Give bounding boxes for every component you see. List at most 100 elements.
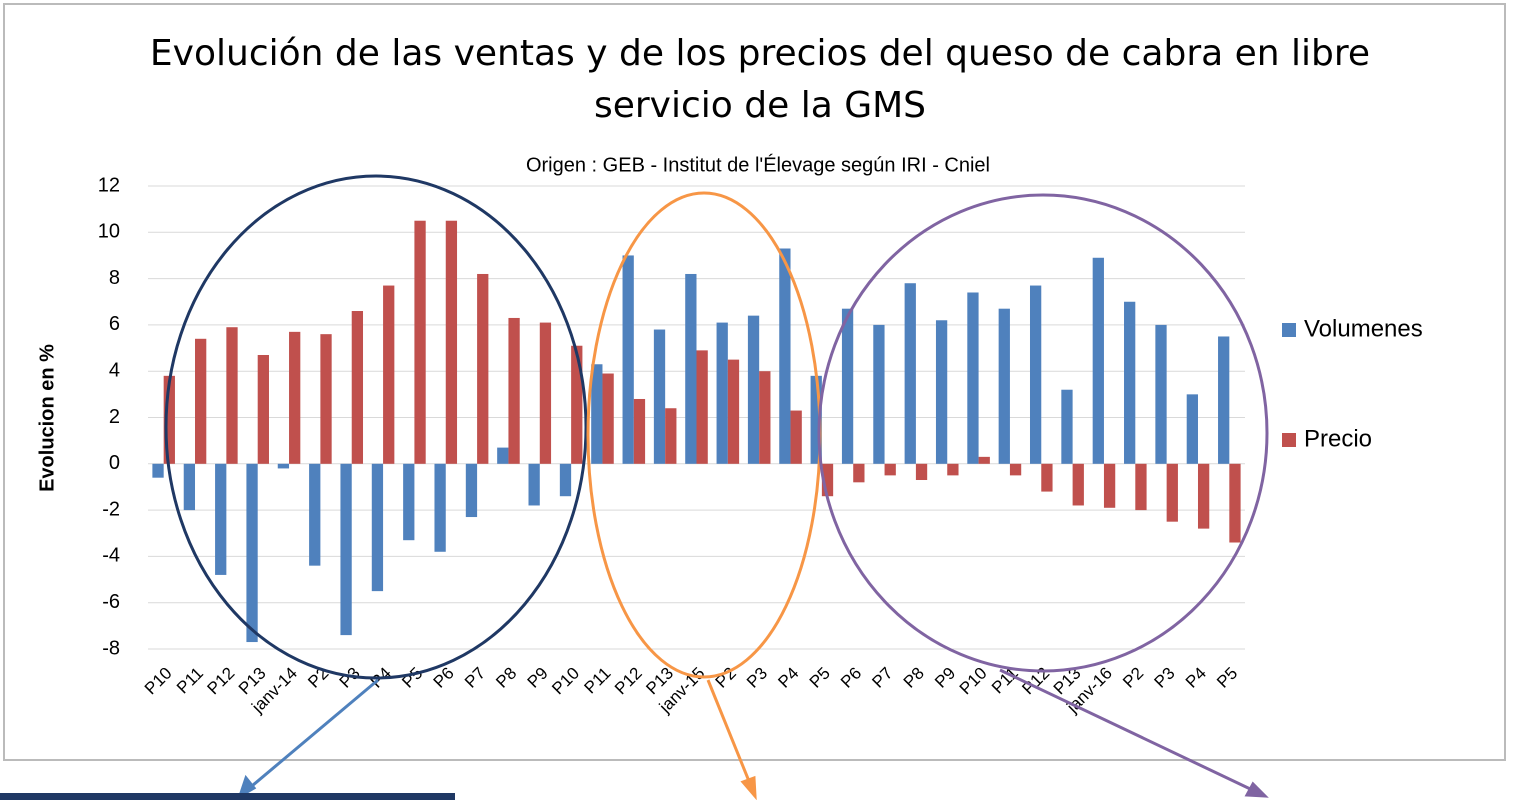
bar [1197,463,1210,529]
bar [163,375,175,464]
x-tick-label: P6 [837,664,865,692]
bar [747,315,760,464]
y-tick-label: -6 [102,591,120,613]
x-tick-label: P3 [743,664,771,692]
bar [790,410,802,464]
bar [403,463,415,541]
bar [841,308,854,464]
arrow-middle [706,679,757,797]
arrowhead-right [1244,781,1269,798]
bar [195,338,207,464]
bar [497,447,509,464]
x-tick-label: P5 [806,664,834,692]
bar [1072,463,1084,506]
bar [853,463,865,483]
y-tick-label: -4 [102,545,120,567]
bar [1155,324,1167,464]
bar [528,463,540,506]
x-tick-label: P9 [931,664,959,692]
bar [665,408,677,464]
x-tick-label: P9 [524,664,552,692]
x-tick-label: P10 [141,664,176,699]
bar [1229,463,1241,543]
ellipse-right [817,193,1269,673]
arrowhead-left [237,774,257,800]
bar [904,283,916,464]
bar [246,463,258,643]
bar [759,371,771,464]
bar [215,463,227,575]
bar [602,373,614,464]
bar [351,311,364,464]
bar [289,331,301,464]
bar [445,220,458,464]
x-tick-label: P5 [398,664,426,692]
bar [465,463,478,518]
bar [477,273,489,464]
x-tick-label: P8 [492,664,520,692]
bar [571,345,583,464]
x-tick-label: P11 [173,664,207,698]
bar [1124,301,1136,464]
y-tick-label: 10 [98,221,120,243]
y-tick-label: 12 [98,174,120,196]
bar [257,354,269,464]
x-tick-label: P12 [611,664,646,699]
bar [383,285,395,464]
x-tick-label: P7 [461,664,489,692]
bar [371,463,384,592]
y-axis-label: Evolucion en % [36,344,58,492]
bar [320,334,332,464]
bar [1103,463,1116,508]
bar [685,273,697,464]
bar [152,463,164,478]
x-tick-label: P7 [868,664,896,692]
x-tick-label: P12 [204,664,239,699]
bar [779,248,791,464]
chart-frame [3,3,1506,761]
arrow-right [999,668,1266,798]
bar [414,220,426,464]
bar [810,375,822,464]
bar [1166,463,1178,522]
bar [915,463,928,481]
legend-label: Precio [1304,425,1372,452]
bar [1092,257,1104,464]
x-tick-label: P2 [1119,664,1147,692]
bar [821,463,834,497]
chart-title: Evolución de las ventas y de los precios… [149,33,1371,126]
x-tick-label: P11 [581,664,615,698]
x-tick-label: P4 [774,664,802,692]
legend-label: Volumenes [1304,315,1423,342]
y-tick-label: 0 [109,452,120,474]
bar [1186,394,1198,464]
bar [967,292,979,464]
bar [633,398,646,464]
chart-subtitle: Origen : GEB - Institut de l'Élevage seg… [526,153,990,176]
bar [884,463,896,476]
bar [309,463,321,566]
bar [716,322,728,464]
bar [727,359,740,464]
bar [434,463,446,552]
bar [873,324,885,464]
bottom-box [0,793,455,800]
bar [947,463,959,476]
x-tick-label: P10 [956,664,991,699]
bar [1029,285,1042,464]
bar [653,329,666,464]
bar [1218,336,1230,464]
y-tick-label: -8 [102,637,120,659]
bar [1009,463,1022,476]
ellipse-left [164,174,588,680]
arrowhead-middle [740,775,757,800]
bar [1135,463,1147,511]
bar [978,456,990,464]
y-tick-label: -2 [102,498,120,520]
bar [696,350,708,464]
bar [1061,389,1073,464]
bar [559,463,572,497]
